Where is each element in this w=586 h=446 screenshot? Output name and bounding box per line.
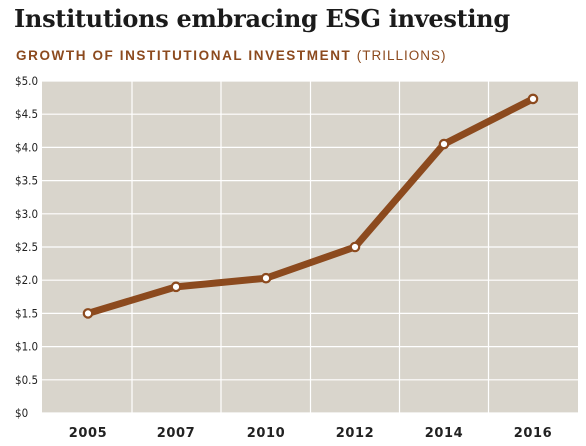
y-tick-label: $4.0 <box>15 140 38 154</box>
data-points <box>82 93 539 319</box>
data-point <box>82 308 94 319</box>
y-tick-label: $3.0 <box>15 207 38 221</box>
y-tick-label: $0 <box>15 406 28 420</box>
x-tick-label: 2012 <box>336 426 375 441</box>
y-tick-label: $2.0 <box>15 273 38 287</box>
x-tick-label: 2010 <box>247 426 286 441</box>
y-tick-label: $0.5 <box>15 373 38 387</box>
y-tick-label: $5.0 <box>15 74 38 88</box>
y-tick-label: $1.5 <box>15 306 38 320</box>
x-axis-ticks: 2005 2007 2010 2012 2014 2016 <box>69 426 553 441</box>
data-point <box>438 138 450 150</box>
series-line <box>84 95 537 317</box>
y-tick-label: $3.5 <box>15 174 38 188</box>
x-tick-label: 2016 <box>514 426 553 441</box>
y-tick-label: $2.5 <box>15 240 38 254</box>
y-tick-label: $1.0 <box>15 340 38 354</box>
subtitle-text: GROWTH OF INSTITUTIONAL INVESTMENT <box>16 48 352 63</box>
data-point <box>527 93 539 105</box>
subtitle-unit: (TRILLIONS) <box>356 48 447 63</box>
y-tick-label: $4.5 <box>15 107 38 121</box>
x-tick-label: 2007 <box>157 426 196 441</box>
chart-subtitle: GROWTH OF INSTITUTIONAL INVESTMENT (TRIL… <box>16 48 447 63</box>
chart-title: Institutions embracing ESG investing <box>14 4 510 33</box>
data-point <box>349 241 361 253</box>
y-axis-ticks: $0 $0.5 $1.0 $1.5 $2.0 $2.5 $3.0 $3.5 $4.0 $4.5 $5… <box>15 74 38 420</box>
grid-vertical <box>131 81 490 413</box>
data-point <box>170 281 182 293</box>
x-tick-label: 2005 <box>69 426 108 441</box>
x-tick-label: 2014 <box>425 426 464 441</box>
data-point <box>260 272 272 284</box>
